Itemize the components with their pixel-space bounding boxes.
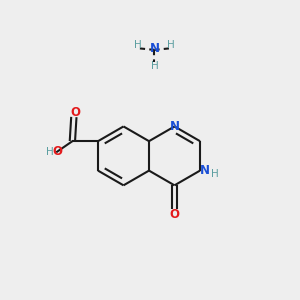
Text: N: N: [200, 164, 210, 176]
Text: O: O: [70, 106, 80, 119]
Text: O: O: [169, 208, 179, 221]
Text: H: H: [46, 147, 54, 157]
Text: H: H: [134, 40, 142, 50]
Text: H: H: [212, 169, 219, 179]
Text: N: N: [149, 42, 159, 55]
Text: H: H: [151, 61, 158, 71]
Text: N: N: [169, 120, 179, 133]
Text: H: H: [167, 40, 175, 50]
Text: O: O: [52, 145, 62, 158]
